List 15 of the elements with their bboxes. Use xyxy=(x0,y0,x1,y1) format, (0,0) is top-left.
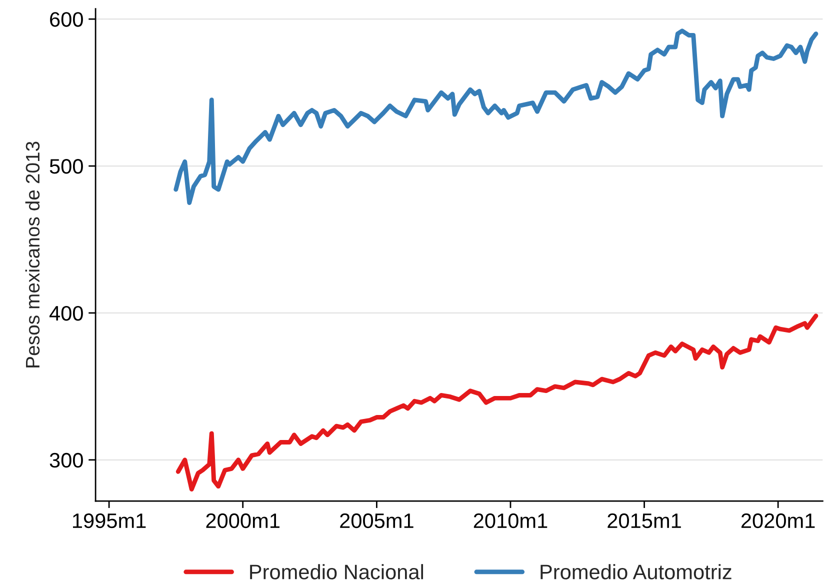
line-series xyxy=(174,28,818,205)
legend-label: Promedio Automotriz xyxy=(540,564,732,580)
y-tick-label: 600 xyxy=(50,12,83,27)
x-tick-label: 2015m1 xyxy=(608,513,681,528)
x-tick-label: 2005m1 xyxy=(340,513,414,528)
x-tick-label: 1995m1 xyxy=(72,513,146,528)
line-series xyxy=(176,314,818,492)
y-tick-label: 400 xyxy=(49,306,83,321)
y-tick-label: 300 xyxy=(50,452,83,468)
y-tick-label: 500 xyxy=(50,159,83,174)
x-tick-label: 2000m1 xyxy=(206,513,280,528)
x-tick-label: 2020m1 xyxy=(741,513,815,528)
x-tick-label: 2010m1 xyxy=(474,513,548,528)
legend-label: Promedio Nacional xyxy=(250,564,424,580)
y-axis-title: Pesos mexicanos de 2013 xyxy=(25,142,40,368)
